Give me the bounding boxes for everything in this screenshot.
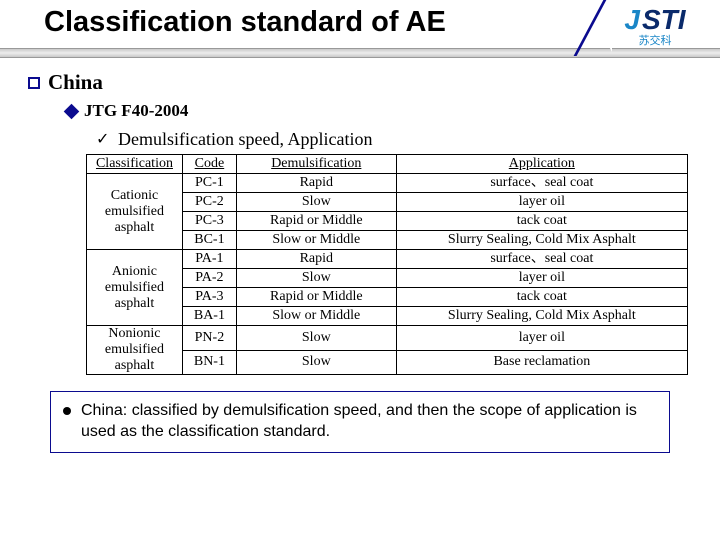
app-cell: layer oil	[396, 193, 687, 212]
outline-level-3-text: Demulsification speed, Application	[118, 129, 372, 150]
classification-table: Classification Code Demulsification Appl…	[86, 154, 688, 375]
outline-level-1-text: China	[48, 70, 103, 95]
col-demulsification: Demulsification	[236, 155, 396, 174]
demul-cell: Slow	[236, 326, 396, 351]
code-cell: PC-2	[182, 193, 236, 212]
app-cell: Slurry Sealing, Cold Mix Asphalt	[396, 231, 687, 250]
square-bullet-icon	[28, 77, 40, 89]
col-application: Application	[396, 155, 687, 174]
demul-cell: Slow or Middle	[236, 307, 396, 326]
group-cell: Anionicemulsifiedasphalt	[87, 250, 183, 326]
col-classification: Classification	[87, 155, 183, 174]
code-cell: PN-2	[182, 326, 236, 351]
demul-cell: Slow	[236, 269, 396, 288]
app-cell: layer oil	[396, 269, 687, 288]
table-header-row: Classification Code Demulsification Appl…	[87, 155, 688, 174]
dot-bullet-icon	[63, 407, 71, 415]
table-row: AnionicemulsifiedasphaltPA-1Rapidsurface…	[87, 250, 688, 269]
outline-level-3: Demulsification speed, Application	[96, 129, 692, 150]
demul-cell: Rapid	[236, 174, 396, 193]
group-cell: Cationicemulsifiedasphalt	[87, 174, 183, 250]
table-row: CationicemulsifiedasphaltPC-1Rapidsurfac…	[87, 174, 688, 193]
demul-cell: Rapid or Middle	[236, 212, 396, 231]
code-cell: PA-1	[182, 250, 236, 269]
app-cell: Base reclamation	[396, 350, 687, 375]
outline-level-2: JTG F40-2004	[66, 101, 692, 121]
code-cell: BC-1	[182, 231, 236, 250]
demul-cell: Rapid	[236, 250, 396, 269]
logo: JSTI 苏交科	[600, 4, 710, 48]
code-cell: PA-3	[182, 288, 236, 307]
demul-cell: Slow or Middle	[236, 231, 396, 250]
code-cell: PC-1	[182, 174, 236, 193]
group-cell: Nonionicemulsifiedasphalt	[87, 326, 183, 375]
app-cell: tack coat	[396, 288, 687, 307]
col-code: Code	[182, 155, 236, 174]
demul-cell: Slow	[236, 350, 396, 375]
app-cell: Slurry Sealing, Cold Mix Asphalt	[396, 307, 687, 326]
logo-subtext: 苏交科	[639, 32, 672, 48]
body: China JTG F40-2004 Demulsification speed…	[0, 58, 720, 453]
code-cell: BA-1	[182, 307, 236, 326]
outline-level-1: China	[28, 70, 692, 95]
note-text: China: classified by demulsification spe…	[81, 400, 657, 442]
note-box: China: classified by demulsification spe…	[50, 391, 670, 453]
check-bullet-icon	[96, 133, 110, 147]
code-cell: PC-3	[182, 212, 236, 231]
demul-cell: Slow	[236, 193, 396, 212]
slide: Classification standard of AE JSTI 苏交科 C…	[0, 0, 720, 540]
classification-table-wrap: Classification Code Demulsification Appl…	[86, 154, 688, 375]
app-cell: layer oil	[396, 326, 687, 351]
table-row: NonionicemulsifiedasphaltPN-2Slowlayer o…	[87, 326, 688, 351]
app-cell: surface、seal coat	[396, 250, 687, 269]
header-bar	[0, 48, 720, 58]
demul-cell: Rapid or Middle	[236, 288, 396, 307]
header: Classification standard of AE JSTI 苏交科	[0, 0, 720, 58]
app-cell: tack coat	[396, 212, 687, 231]
diamond-bullet-icon	[64, 103, 80, 119]
code-cell: PA-2	[182, 269, 236, 288]
app-cell: surface、seal coat	[396, 174, 687, 193]
outline-level-2-text: JTG F40-2004	[84, 101, 188, 121]
code-cell: BN-1	[182, 350, 236, 375]
